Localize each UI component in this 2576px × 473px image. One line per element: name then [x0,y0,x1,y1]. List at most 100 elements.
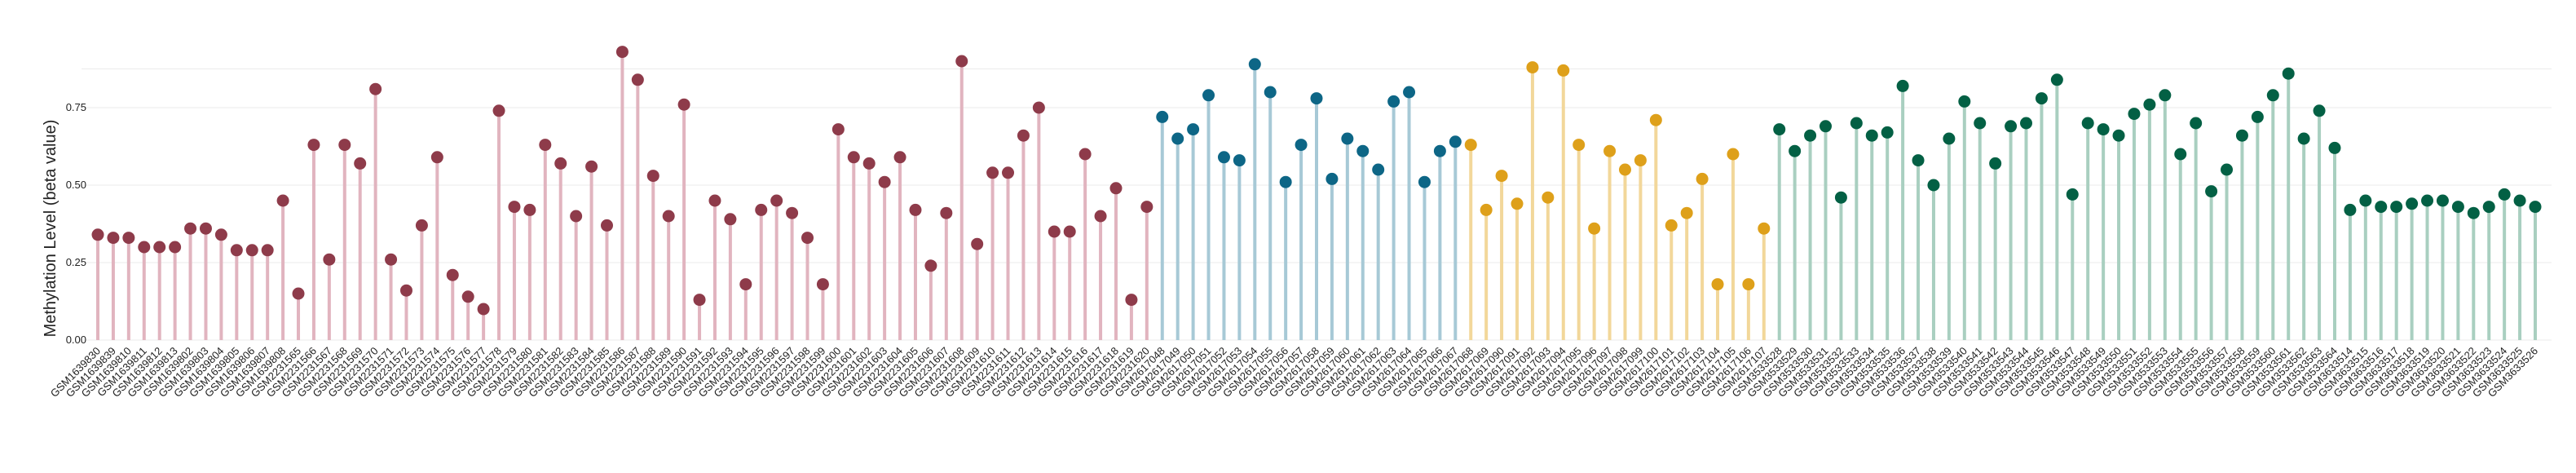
data-point [338,139,351,152]
data-point [230,244,243,257]
data-point [2406,197,2419,210]
data-point [138,241,151,254]
data-point [2436,194,2449,207]
data-point [1927,179,1940,192]
data-point [1758,222,1771,235]
data-point [385,253,398,266]
data-point [1017,129,1030,142]
data-point [1032,101,1045,114]
data-point [1140,201,1153,214]
data-point [2081,117,2094,130]
data-point [2205,185,2218,198]
data-point [878,175,891,188]
data-point [1078,148,1092,161]
data-point [2050,73,2063,86]
data-point [739,278,752,291]
data-point [2451,201,2464,214]
data-point [662,210,675,223]
data-point [2159,89,2172,102]
data-point [461,290,474,303]
data-point [1156,110,1169,123]
data-point [91,228,104,241]
data-point [862,157,876,170]
data-point [1248,58,1261,71]
data-point [1588,222,1601,235]
data-point [724,213,737,226]
data-point [2251,110,2264,123]
data-point [646,170,659,183]
data-point [169,241,182,254]
data-point [1048,225,1061,238]
data-point [354,157,367,170]
data-point [2143,98,2156,111]
data-point [1742,278,1755,291]
data-point [2235,129,2248,142]
data-point [1834,191,1847,204]
data-point [955,55,968,68]
data-point [2282,67,2295,80]
data-point [1171,132,1184,145]
data-point [1573,139,1586,152]
data-point [755,203,768,216]
data-point [539,139,552,152]
data-point [307,139,320,152]
data-point [2112,129,2125,142]
data-point [2467,206,2480,219]
data-point [1109,182,1123,195]
point-layer [91,46,2542,316]
y-tick-label: 0.50 [66,179,86,191]
data-point [1511,197,1524,210]
data-point [492,104,505,117]
stem-layer [96,51,2537,340]
data-point [2375,201,2388,214]
data-point [1850,117,1863,130]
data-point [1680,206,1693,219]
data-point [2221,163,2234,176]
data-point [693,294,706,307]
y-tick-labels: 0.00 0.25 0.50 0.75 [66,101,86,346]
data-point [1295,139,1308,152]
data-point [245,244,258,257]
data-point [1557,64,1570,77]
data-point [1125,294,1138,307]
data-point [570,210,583,223]
data-point [1881,126,1894,139]
data-point [399,284,412,297]
data-point [1865,129,1878,142]
data-point [924,259,937,272]
data-point [1217,151,1230,164]
data-point [1634,154,1647,167]
data-point [585,160,598,173]
data-point [2128,108,2141,121]
data-point [2035,92,2048,105]
data-point [2421,194,2434,207]
x-tick-labels: GSM1639830GSM1639839GSM1639810GSM1639811… [48,345,2540,400]
data-point [786,206,799,219]
data-point [1418,175,1431,188]
data-point [2513,194,2526,207]
data-point [1542,191,1555,204]
data-point [446,268,459,281]
data-point [971,237,984,250]
data-point [1665,219,1678,232]
data-point [477,303,490,316]
data-point [1202,89,1215,102]
data-point [1603,144,1617,157]
data-point [1002,166,1015,179]
data-point [1403,86,1416,99]
data-point [1696,172,1709,185]
data-point [1727,148,1740,161]
data-point [2066,188,2079,201]
data-point [2359,194,2372,207]
data-point [1526,61,1539,74]
data-point [261,244,274,257]
data-point [1649,113,1662,126]
data-point [1233,154,1246,167]
y-tick-label: 0.75 [66,101,86,113]
data-point [184,222,197,235]
data-point [1943,132,1956,145]
data-point [1464,139,1477,152]
data-point [816,278,829,291]
